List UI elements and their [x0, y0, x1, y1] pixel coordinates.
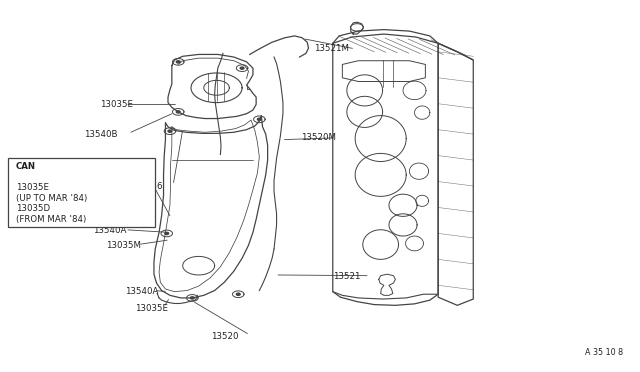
Text: 13036: 13036 [135, 182, 163, 190]
Text: 13035E: 13035E [135, 304, 168, 313]
Text: 13521: 13521 [333, 272, 360, 281]
Text: 13035E: 13035E [100, 100, 132, 109]
Text: 13540A: 13540A [93, 226, 127, 235]
Text: 13520: 13520 [211, 331, 239, 341]
Polygon shape [168, 130, 172, 132]
Polygon shape [176, 111, 180, 113]
Polygon shape [236, 293, 240, 295]
FancyBboxPatch shape [8, 158, 156, 227]
Polygon shape [165, 232, 169, 235]
Text: 13035E: 13035E [16, 183, 49, 192]
Polygon shape [190, 297, 194, 299]
Text: 13540B: 13540B [84, 129, 117, 139]
Polygon shape [176, 61, 180, 63]
Polygon shape [257, 118, 261, 121]
Text: (UP TO MAR '84): (UP TO MAR '84) [16, 194, 87, 203]
Text: 13520M: 13520M [301, 133, 336, 142]
Text: (FROM MAR '84): (FROM MAR '84) [16, 215, 86, 224]
Polygon shape [240, 67, 244, 69]
Text: 13521M: 13521M [314, 44, 349, 53]
Text: 13540A: 13540A [125, 287, 159, 296]
Text: 13035D: 13035D [16, 204, 50, 213]
Text: CAN: CAN [16, 162, 36, 171]
Text: 13035M: 13035M [106, 241, 141, 250]
Text: A 35 10 8: A 35 10 8 [585, 348, 623, 357]
